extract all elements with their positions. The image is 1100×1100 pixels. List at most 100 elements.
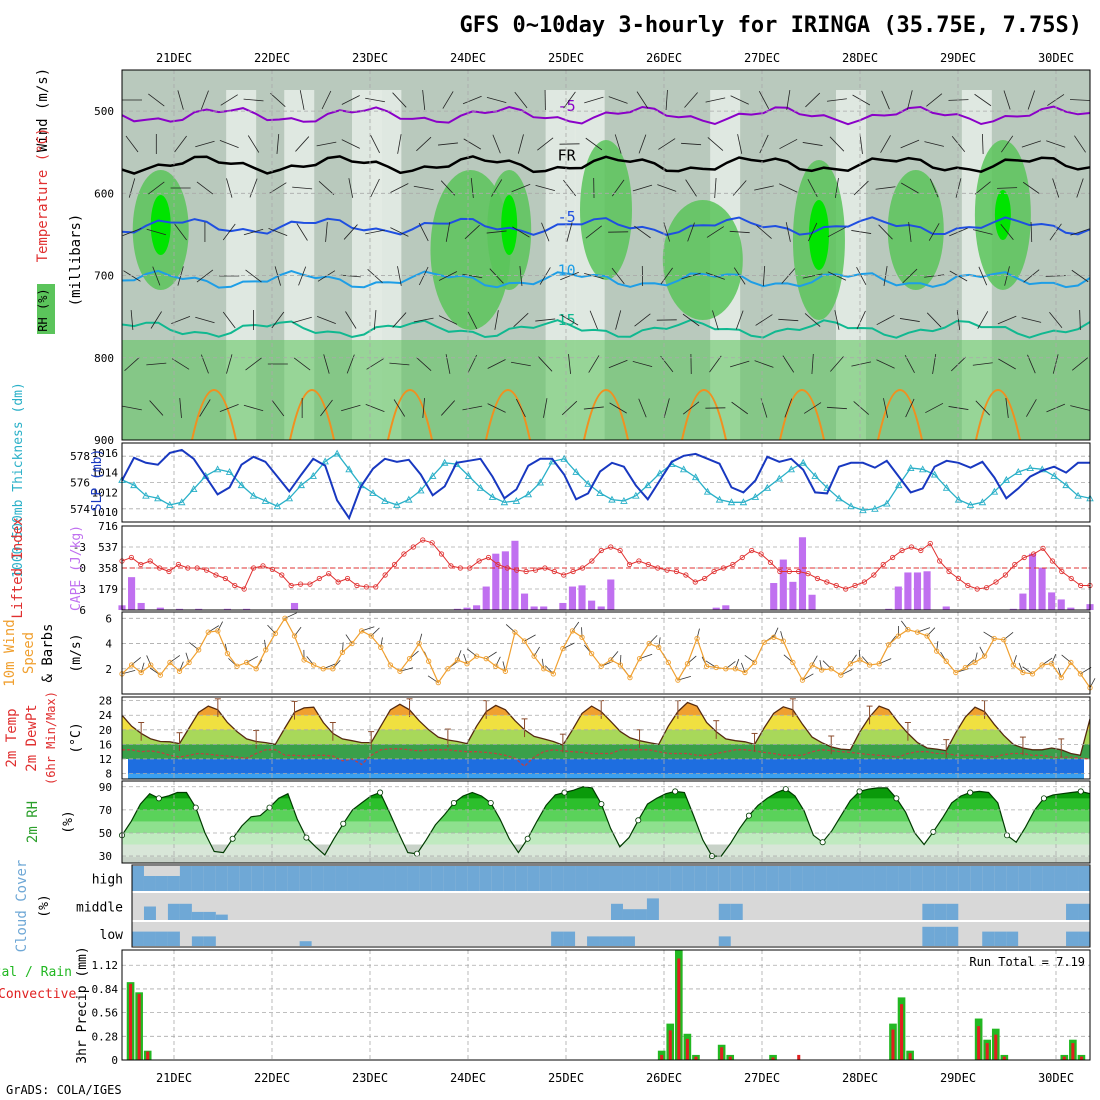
cape-bar — [712, 607, 720, 610]
isotherm-4 — [121, 319, 1091, 339]
wind-barb — [634, 313, 651, 327]
wind-barb — [560, 314, 579, 326]
cloud-empty-cell — [970, 922, 983, 946]
tick-label: high — [92, 873, 123, 888]
cloud-empty-cell — [766, 922, 780, 946]
wind-barb — [805, 92, 821, 108]
lifted-index-point — [861, 579, 868, 585]
wind-barb — [519, 266, 523, 286]
cloud-high-cell — [575, 866, 588, 891]
cloud-empty-cell — [383, 893, 396, 920]
cloud-low-cell — [167, 931, 181, 946]
cloud-high-cell — [862, 866, 875, 891]
relative-humidity-panel: 30 50 70 90 2m RH (%) — [25, 780, 1091, 864]
wind-barb — [924, 274, 945, 278]
cloud-low-cell — [155, 931, 169, 946]
wind-barb — [709, 355, 722, 373]
thickness-point — [703, 487, 712, 495]
warm-plume — [485, 389, 531, 441]
panel-frame — [121, 949, 1091, 1061]
wind-barb — [852, 94, 871, 106]
rh-legend-swatch — [37, 284, 55, 334]
cloud-high-cell — [611, 866, 624, 891]
wind-speed-point — [895, 633, 901, 639]
cloud-high-cell — [682, 866, 696, 891]
wind-barb — [929, 178, 939, 198]
wind-speed-point — [445, 666, 451, 672]
lifted-index-point — [1049, 558, 1056, 564]
rh-point — [266, 804, 273, 811]
lifted-index-point — [777, 568, 783, 575]
wind-barb — [341, 404, 361, 412]
wind-barb — [905, 398, 915, 418]
cape-bar — [923, 571, 931, 610]
wind-speed-point — [780, 638, 786, 644]
tick-label: 578 — [70, 450, 90, 463]
thickness-point — [656, 469, 664, 477]
wind-barb — [317, 270, 336, 282]
wind-barb — [514, 91, 528, 109]
cloud-high-cell — [419, 866, 432, 891]
wind-barb — [949, 270, 968, 282]
tick-label: 21DEC — [156, 1071, 192, 1085]
wind-barb — [759, 134, 769, 154]
lifted-index-point — [532, 567, 539, 573]
cloud-high-cell — [1030, 866, 1043, 891]
wind-barb — [926, 312, 942, 328]
cloud-empty-cell — [251, 893, 265, 920]
tick-label: -3 — [73, 541, 86, 554]
wind-barb — [293, 357, 311, 371]
wind-barb — [495, 656, 501, 667]
wind-barb — [834, 178, 839, 198]
cloud-middle-cell — [215, 914, 229, 920]
wind-barb — [638, 398, 647, 418]
wind-barb — [883, 398, 889, 418]
wind-speed-point — [598, 663, 604, 669]
rh-point — [377, 789, 384, 796]
cape-bar — [808, 594, 816, 610]
cloud-empty-cell — [910, 893, 923, 920]
thickness-point — [464, 471, 473, 479]
wind-barb — [148, 181, 165, 195]
wind-speed-point — [838, 672, 844, 678]
cloud-empty-cell — [335, 922, 349, 946]
cloud-empty-cell — [994, 893, 1007, 920]
wind-barb — [902, 268, 918, 284]
wind-speed-line — [121, 617, 1091, 689]
wind-barb — [389, 362, 410, 366]
tick-label: 2 — [105, 663, 112, 676]
wind-speed-point — [694, 635, 700, 642]
cloud-high-cell — [886, 866, 899, 891]
wind-barb — [706, 226, 724, 238]
wind-barb — [1012, 655, 1017, 666]
cloud-high-cell — [383, 866, 396, 891]
wind-barb — [998, 358, 1016, 370]
lifted-index-point — [937, 558, 943, 564]
temperature-label: Temperature (°C) — [35, 128, 51, 263]
cloud-empty-cell — [802, 922, 816, 946]
thickness-point — [906, 464, 915, 471]
isotherm-2 — [121, 216, 1091, 236]
cape-bar — [1067, 607, 1075, 610]
rh-saturated-region — [994, 190, 1011, 240]
wind-barb — [682, 401, 700, 415]
precip-axis-label: 3hr Precip (mm) — [75, 946, 90, 1063]
cloud-empty-cell — [862, 922, 875, 946]
wind-speed-point — [291, 633, 298, 639]
cloud-high-cell — [730, 866, 744, 891]
wind-speed-point — [560, 645, 566, 652]
wind-barb — [634, 225, 651, 239]
wind-panel: 2 4 6 10m Wind Speed & Barbs (m/s) — [2, 611, 1096, 695]
cloud-empty-cell — [982, 893, 995, 920]
tick-label: 28DEC — [842, 1071, 878, 1085]
rh-point — [635, 817, 642, 824]
precip-convective-bar — [985, 1043, 989, 1060]
wind-barb — [979, 646, 985, 657]
lifted-index-point — [1031, 551, 1037, 557]
wind-barb — [516, 398, 526, 418]
cape-bar — [607, 579, 615, 610]
isotherm-label: 15 — [558, 311, 576, 329]
lifted-index-point — [720, 565, 727, 571]
wind-barb — [856, 266, 867, 286]
cloud-frame — [131, 864, 1091, 948]
